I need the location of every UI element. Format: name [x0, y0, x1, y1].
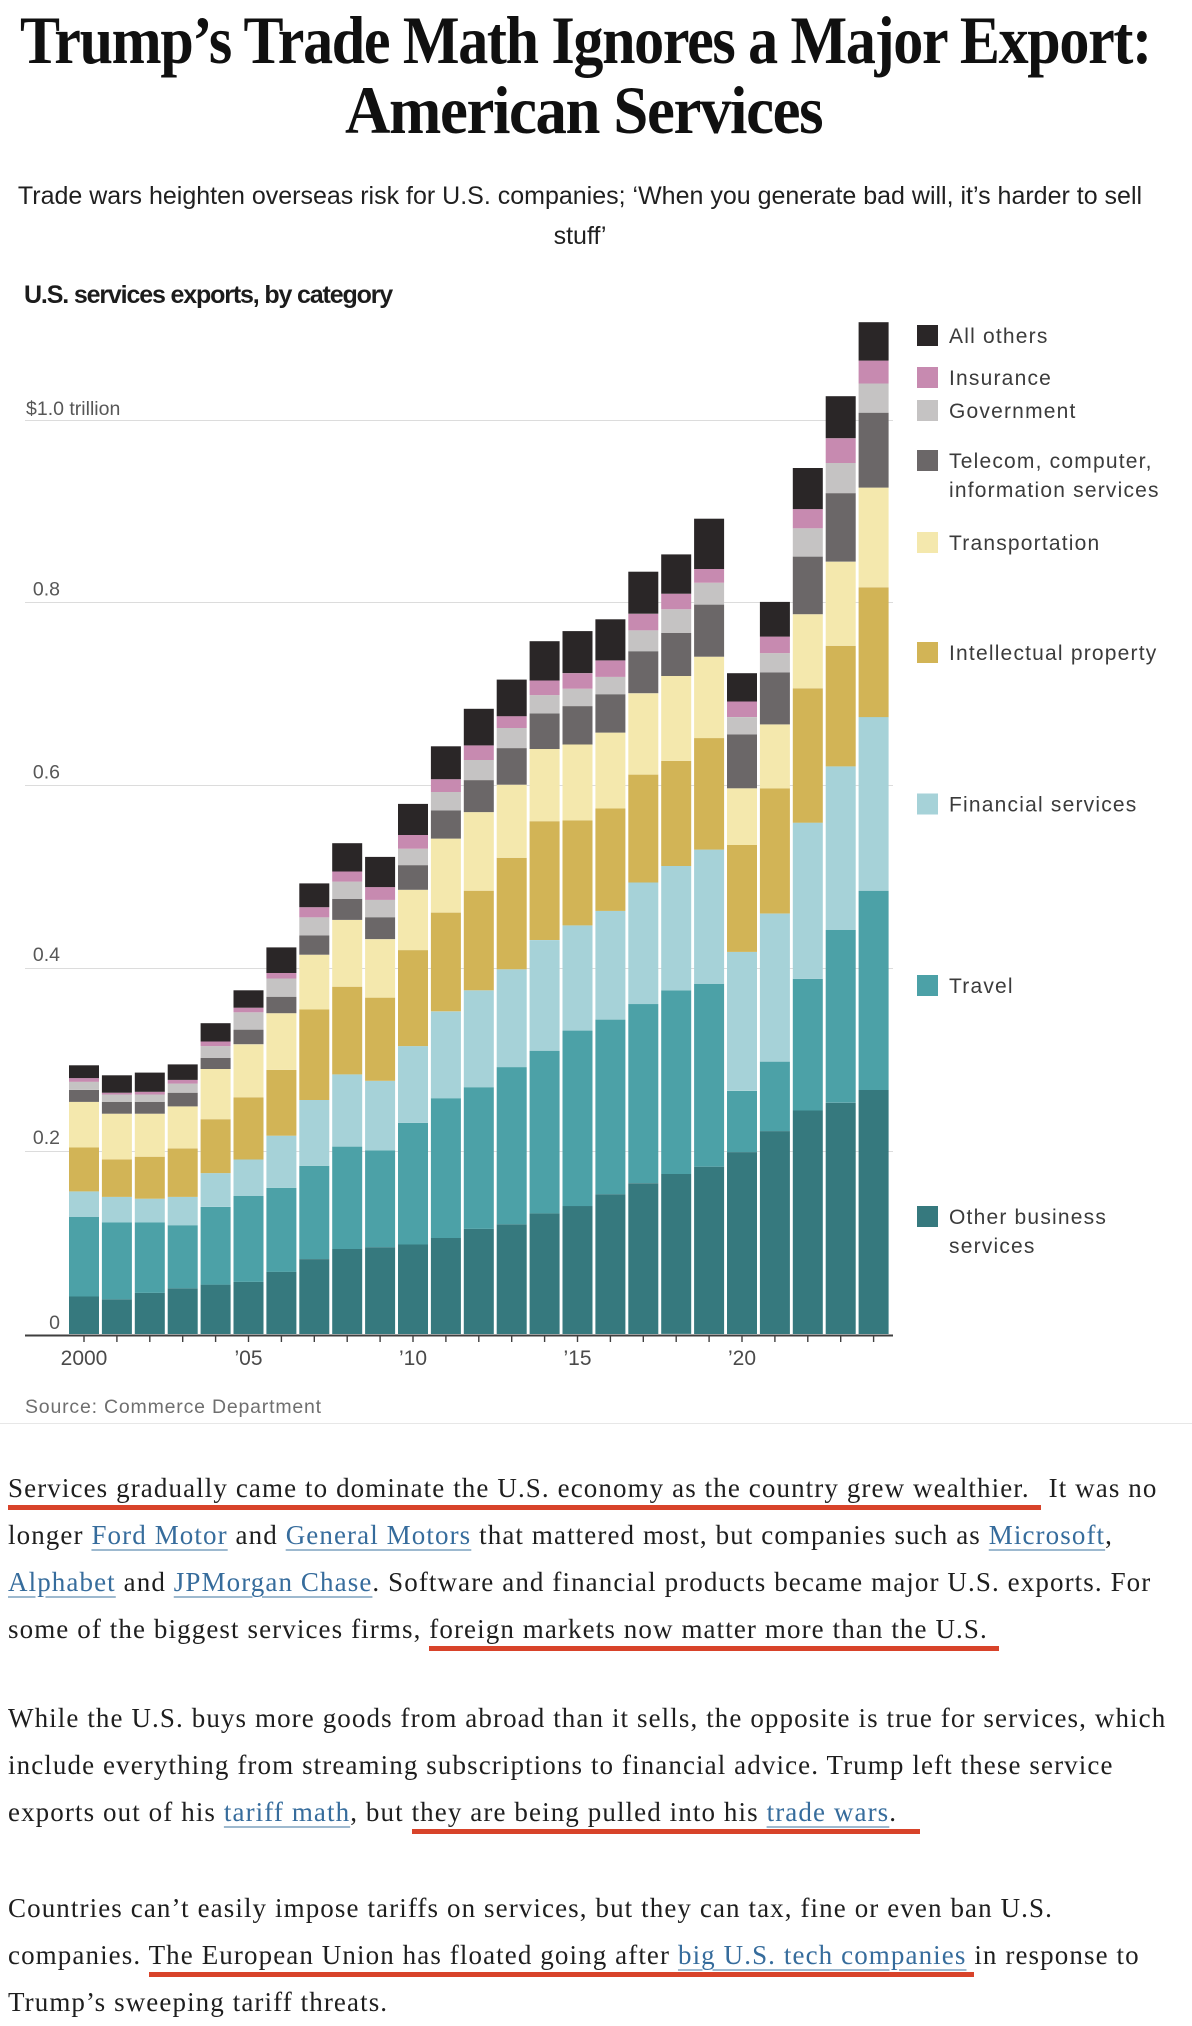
svg-text:Intellectual property: Intellectual property — [949, 642, 1157, 665]
svg-text:$1.0 trillion: $1.0 trillion — [26, 398, 120, 420]
svg-text:Transportation: Transportation — [949, 532, 1100, 555]
svg-text:information services: information services — [949, 479, 1160, 502]
svg-text:0: 0 — [49, 1312, 60, 1334]
svg-text:’10: ’10 — [399, 1347, 427, 1370]
svg-text:0.4: 0.4 — [33, 944, 60, 966]
svg-text:Travel: Travel — [949, 975, 1014, 998]
svg-text:Other business: Other business — [949, 1206, 1107, 1229]
svg-text:2000: 2000 — [61, 1347, 108, 1370]
svg-text:’20: ’20 — [728, 1347, 756, 1370]
svg-text:Government: Government — [949, 400, 1077, 423]
svg-text:’15: ’15 — [563, 1347, 591, 1370]
svg-text:Insurance: Insurance — [949, 367, 1052, 390]
svg-text:0.6: 0.6 — [33, 761, 60, 783]
svg-text:Financial services: Financial services — [949, 794, 1138, 817]
svg-text:Telecom, computer,: Telecom, computer, — [949, 450, 1153, 473]
svg-text:0.2: 0.2 — [33, 1127, 60, 1149]
svg-text:services: services — [949, 1235, 1036, 1258]
svg-text:All others: All others — [949, 325, 1049, 348]
svg-text:0.8: 0.8 — [33, 579, 60, 601]
svg-text:’05: ’05 — [234, 1347, 262, 1370]
